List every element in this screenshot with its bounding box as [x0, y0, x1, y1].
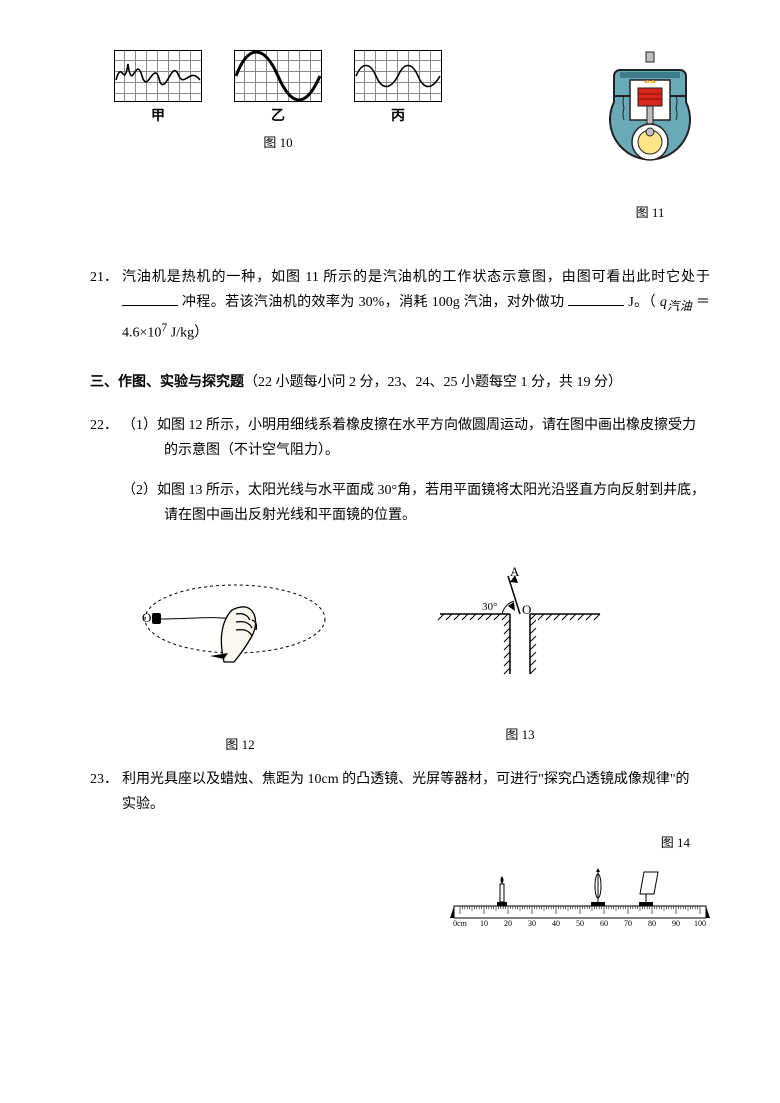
q21-number: 21．	[90, 265, 122, 346]
fig13-caption: 图 13	[430, 723, 610, 746]
engine-icon	[600, 50, 700, 190]
q21-q-sub: 汽油	[667, 299, 692, 313]
fig12-caption: 图 12	[140, 733, 340, 756]
svg-text:0cm: 0cm	[453, 919, 468, 926]
fig11-caption: 图 11	[600, 201, 700, 224]
figure-row-3: 图 14 0cm 10 20 30 40 50 60 70 80 90 100	[90, 831, 710, 936]
q21-blank-2[interactable]	[568, 291, 624, 306]
question-22: 22． （1）如图 12 所示，小明用细线系着橡皮擦在水平方向做圆周运动，请在图…	[90, 413, 710, 528]
q22-p1a: （1）如图 12 所示，小明用细线系着橡皮擦在水平方向做圆周运动，请在图中画出橡…	[122, 413, 710, 438]
fig10-panel-bing: 丙	[354, 50, 442, 129]
q21-text-c: J。（	[628, 295, 656, 310]
figure-10-group: 甲 乙 丙 图 10	[90, 50, 442, 155]
svg-text:30°: 30°	[482, 601, 497, 613]
q21-text-e: J/kg）	[171, 326, 208, 341]
svg-text:90: 90	[672, 919, 680, 926]
q21-text-b: 冲程。若该汽油机的效率为 30%，消耗 100g 汽油，对外做功	[182, 295, 565, 310]
figure-13: A 30° O	[430, 564, 610, 757]
figure-row-1: 甲 乙 丙 图 10	[90, 50, 710, 225]
figure-12: O 图 12	[140, 564, 340, 757]
q23-text-b: 实验。	[122, 797, 164, 812]
q21-q-symbol: q	[660, 295, 667, 310]
svg-text:60: 60	[600, 919, 608, 926]
fig10-label-jia: 甲	[114, 104, 202, 129]
svg-text:10: 10	[480, 919, 488, 926]
svg-text:30: 30	[528, 919, 536, 926]
q21-blank-1[interactable]	[122, 291, 178, 306]
figure-row-2: O 图 12 A	[140, 564, 710, 757]
section-3-title: 三、作图、实验与探究题	[90, 375, 244, 390]
fig10-label-bing: 丙	[354, 104, 442, 129]
q21-exp: 7	[161, 321, 167, 334]
q22-number: 22．	[90, 413, 122, 528]
svg-text:50: 50	[576, 919, 584, 926]
fig13-diagram: A 30° O	[430, 564, 610, 694]
fig12-diagram: O	[140, 564, 340, 704]
svg-text:20: 20	[504, 919, 512, 926]
figure-14: 图 14 0cm 10 20 30 40 50 60 70 80 90 100	[450, 831, 710, 936]
svg-text:70: 70	[624, 919, 632, 926]
q22-p2b: 请在图中画出反射光线和平面镜的位置。	[164, 503, 710, 528]
q21-text-a: 汽油机是热机的一种，如图 11 所示的是汽油机的工作状态示意图，由图可看出此时它…	[122, 270, 710, 285]
svg-text:100: 100	[694, 919, 706, 926]
fig10-panel-yi: 乙	[234, 50, 322, 129]
question-23: 23． 利用光具座以及蜡烛、焦距为 10cm 的凸透镜、光屏等器材，可进行"探究…	[90, 767, 710, 817]
q23-number: 23．	[90, 767, 122, 817]
section-3-note: （22 小题每小问 2 分，23、24、25 小题每空 1 分，共 19 分）	[244, 375, 622, 390]
svg-text:O: O	[142, 610, 151, 625]
fig10-panel-jia: 甲	[114, 50, 202, 129]
optical-bench-diagram: 0cm 10 20 30 40 50 60 70 80 90 100	[450, 856, 710, 926]
question-21: 21． 汽油机是热机的一种，如图 11 所示的是汽油机的工作状态示意图，由图可看…	[90, 265, 710, 346]
q22-p2a: （2）如图 13 所示，太阳光线与水平面成 30°角，若用平面镜将太阳光沿竖直方…	[122, 478, 710, 503]
fig14-caption: 图 14	[450, 831, 710, 854]
section-3-heading: 三、作图、实验与探究题（22 小题每小问 2 分，23、24、25 小题每空 1…	[90, 370, 710, 395]
fig10-label-yi: 乙	[234, 104, 322, 129]
svg-text:40: 40	[552, 919, 560, 926]
svg-text:O: O	[522, 602, 531, 617]
q22-p1b: 的示意图（不计空气阻力）。	[164, 438, 710, 463]
q23-text-a: 利用光具座以及蜡烛、焦距为 10cm 的凸透镜、光屏等器材，可进行"探究凸透镜成…	[122, 772, 690, 787]
fig10-caption: 图 10	[114, 131, 442, 154]
figure-11: 图 11	[600, 50, 700, 225]
svg-text:80: 80	[648, 919, 656, 926]
